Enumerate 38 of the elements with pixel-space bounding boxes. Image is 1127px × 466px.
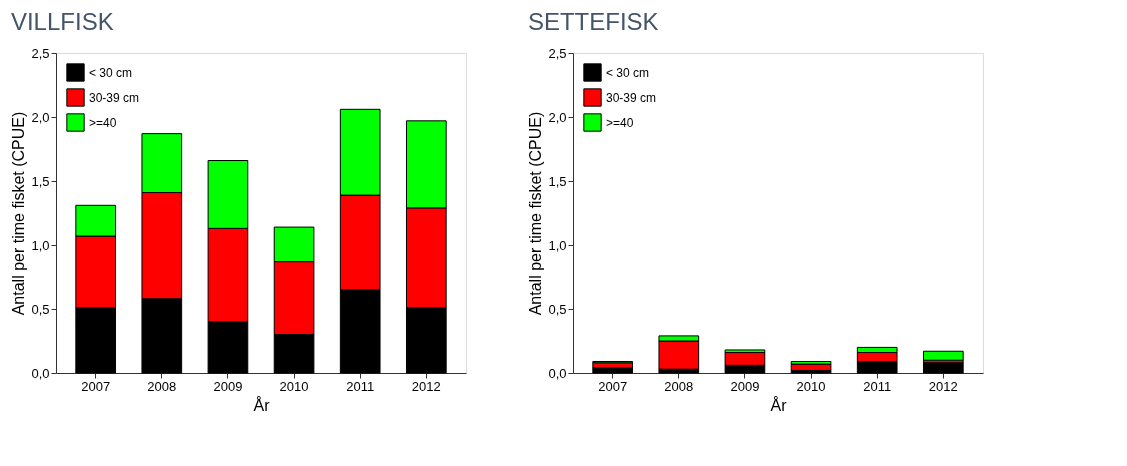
y-tick-label: 1,5 <box>31 173 50 189</box>
y-tick-label: 2,5 <box>548 45 567 61</box>
y-tick-label: 0,5 <box>548 301 567 317</box>
x-tick-label: 2011 <box>346 378 375 394</box>
y-tick-label: 1,0 <box>31 237 50 253</box>
y-tick-label: 0,5 <box>31 301 50 317</box>
x-tick-label: 2007 <box>598 378 628 394</box>
chart-title: SETTEFISK <box>527 8 659 35</box>
x-tick-label: 2008 <box>147 378 177 394</box>
chart-title: VILLFISK <box>10 8 114 35</box>
x-tick-label: 2012 <box>928 378 958 394</box>
x-tick-label: 2012 <box>411 378 441 394</box>
legend-label: 30-39 cm <box>89 90 140 105</box>
y-tick-label: 1,5 <box>548 173 567 189</box>
x-tick-label: 2007 <box>81 378 111 394</box>
x-tick-label: 2008 <box>664 378 694 394</box>
legend-label: >=40 <box>89 115 117 130</box>
x-axis-title: År <box>770 395 788 414</box>
x-tick-label: 2009 <box>213 378 243 394</box>
y-tick-label: 1,0 <box>548 237 567 253</box>
y-axis-title: Antall per time fisket (CPUE) <box>10 111 28 316</box>
bar <box>922 350 964 361</box>
legend-label: < 30 cm <box>606 65 650 80</box>
legend-label: >=40 <box>606 115 634 130</box>
x-tick-label: 2010 <box>796 378 826 394</box>
y-tick-label: 2,0 <box>548 109 567 125</box>
y-tick-label: 0,0 <box>31 365 50 381</box>
bar <box>922 362 964 374</box>
x-tick-label: 2010 <box>279 378 309 394</box>
y-axis-title: Antall per time fisket (CPUE) <box>527 111 545 316</box>
y-tick-label: 2,0 <box>31 109 50 125</box>
x-axis-title: År <box>253 395 271 414</box>
y-tick-label: 2,5 <box>31 45 50 61</box>
x-tick-label: 2009 <box>730 378 760 394</box>
legend-label: < 30 cm <box>89 65 133 80</box>
legend-label: 30-39 cm <box>606 90 657 105</box>
x-tick-label: 2011 <box>863 378 892 394</box>
y-tick-label: 0,0 <box>548 365 567 381</box>
